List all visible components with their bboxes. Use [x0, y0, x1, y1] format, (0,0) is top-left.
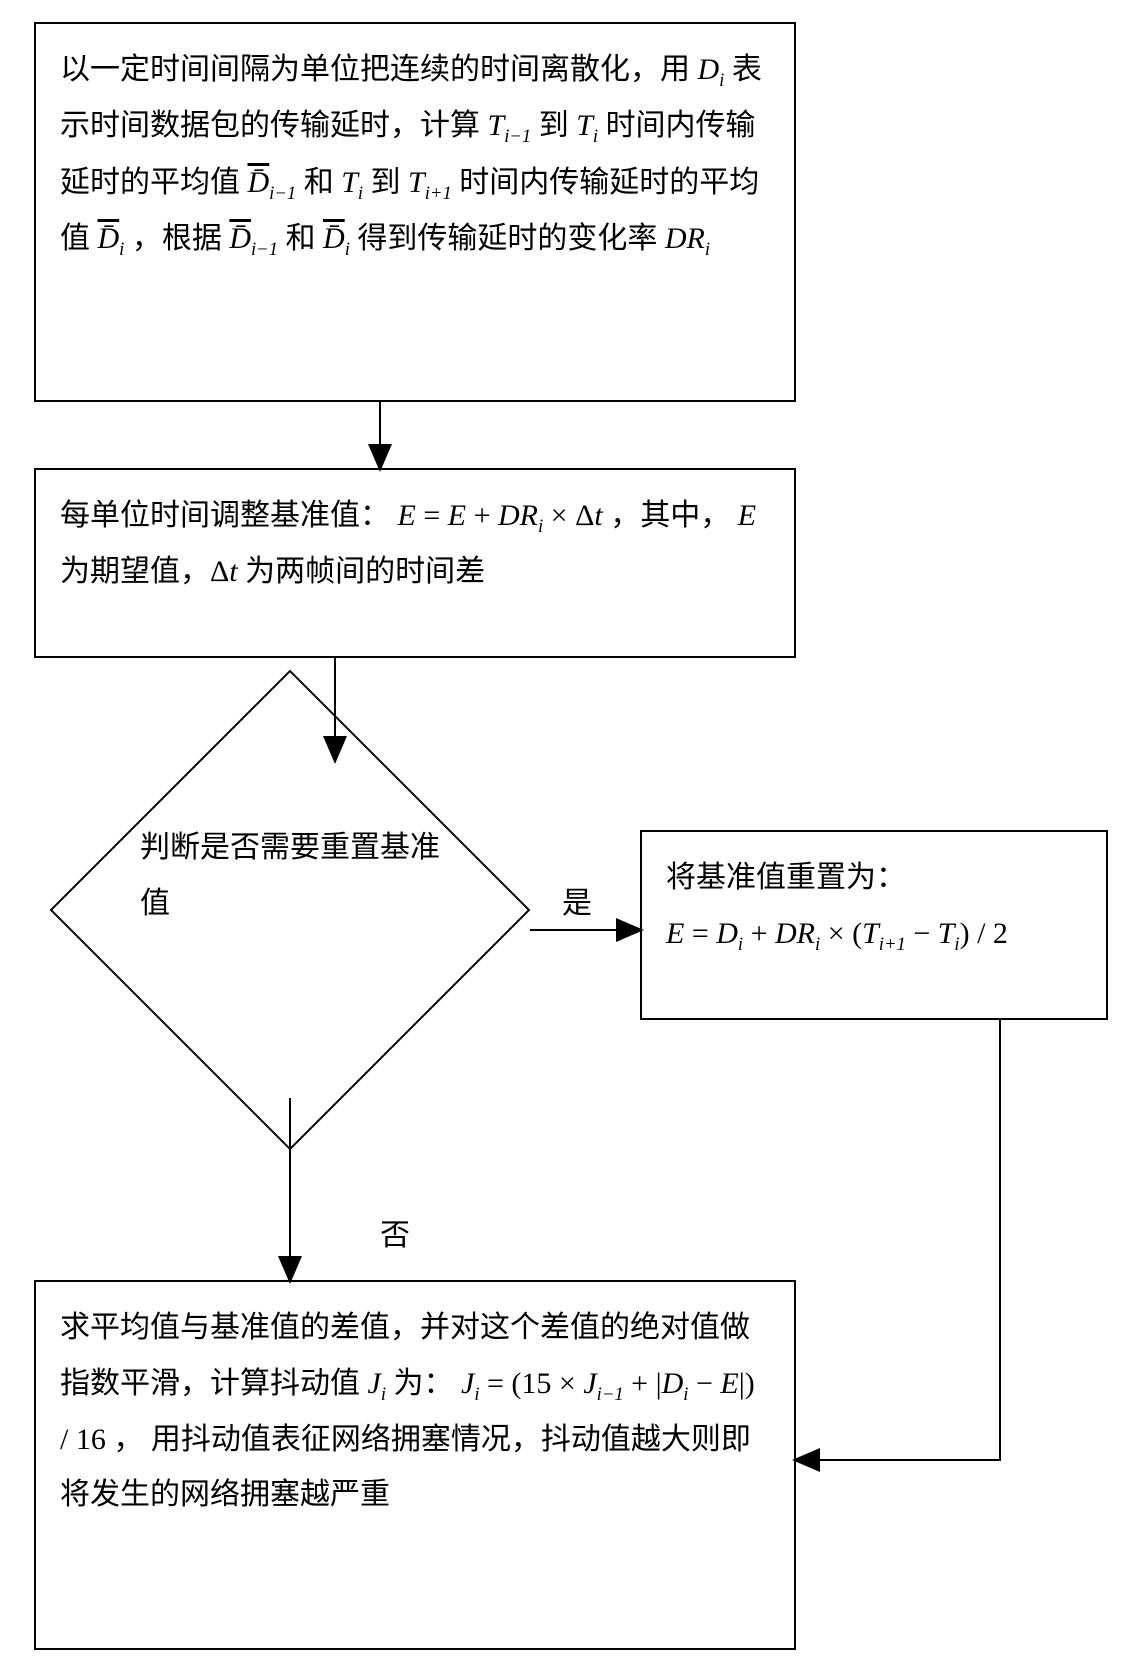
- edge-label: 是: [562, 878, 592, 922]
- flow-process-adjust-baseline: 每单位时间调整基准值： E = E + DRi × Δt ，其中， E 为期望值…: [34, 468, 796, 658]
- flow-process-jitter: 求平均值与基准值的差值，并对这个差值的绝对值做指数平滑，计算抖动值 Ji 为： …: [34, 1280, 796, 1650]
- decision-text: 判断是否需要重置基准值: [140, 820, 440, 931]
- edge-label: 否: [380, 1210, 410, 1254]
- flow-decision-reset: 判断是否需要重置基准值: [50, 740, 530, 1140]
- flow-process-discretize: 以一定时间间隔为单位把连续的时间离散化，用 Di 表示时间数据包的传输延时，计算…: [34, 22, 796, 402]
- flow-process-reset-formula: 将基准值重置为：E = Di + DRi × (Ti+1 − Ti) / 2: [640, 830, 1108, 1020]
